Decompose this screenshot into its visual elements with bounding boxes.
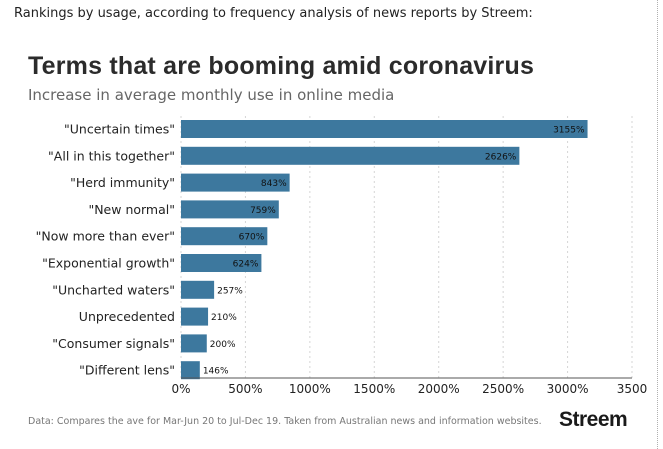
- bar: [181, 200, 279, 219]
- category-label: Unprecedented: [79, 309, 175, 324]
- category-label: "Uncertain times": [64, 122, 175, 137]
- value-label: 210%: [211, 313, 237, 323]
- chart-subtitle: Increase in average monthly use in onlin…: [28, 86, 395, 104]
- x-tick-label: 1000%: [289, 382, 331, 396]
- chart-title: Terms that are booming amid coronavirus: [28, 52, 535, 80]
- bar: [181, 307, 209, 326]
- chart-card: Terms that are booming amid coronavirus …: [15, 38, 649, 442]
- bar: [181, 227, 268, 246]
- chart-caption: Rankings by usage, according to frequenc…: [14, 6, 533, 21]
- bar-chart: "Uncertain times" 3155% "All in this toget…: [36, 116, 648, 396]
- category-label: "Herd immunity": [70, 175, 175, 190]
- category-label: "Consumer signals": [52, 336, 175, 351]
- bar: [181, 146, 520, 165]
- category-label: "New normal": [88, 202, 175, 217]
- bar: [181, 173, 290, 192]
- category-label: "Now more than ever": [36, 229, 175, 244]
- x-tick-label: 1500%: [353, 382, 395, 396]
- value-label: 200%: [210, 340, 236, 350]
- bar: [181, 334, 207, 353]
- bar: [181, 361, 200, 380]
- data-footnote: Data: Compares the ave for Mar-Jun 20 to…: [28, 416, 542, 427]
- x-tick-label: 500%: [228, 382, 262, 396]
- bar: [181, 254, 262, 272]
- value-label: 2626%: [485, 152, 517, 162]
- category-label: "Exponential growth": [42, 256, 175, 271]
- x-tick-label: 0%: [171, 382, 190, 396]
- value-label: 146%: [203, 367, 229, 377]
- x-tick-label: 3000%: [547, 382, 589, 396]
- category-label: "Uncharted waters": [52, 282, 175, 297]
- x-tick-label: 3500: [617, 382, 648, 396]
- value-label: 670%: [239, 233, 265, 243]
- value-label: 843%: [261, 179, 287, 189]
- page-edge-divider: [657, 0, 658, 449]
- value-label: 3155%: [553, 126, 585, 136]
- category-label: "All in this together": [48, 148, 175, 163]
- value-label: 257%: [217, 286, 243, 296]
- bar: [181, 280, 215, 299]
- category-label: "Different lens": [79, 363, 175, 378]
- value-label: 759%: [250, 206, 276, 216]
- value-label: 624%: [233, 260, 259, 270]
- x-tick-label: 2500%: [482, 382, 524, 396]
- streem-logo: Streem: [559, 408, 628, 431]
- x-tick-label: 2000%: [418, 382, 460, 396]
- bar: [181, 120, 588, 138]
